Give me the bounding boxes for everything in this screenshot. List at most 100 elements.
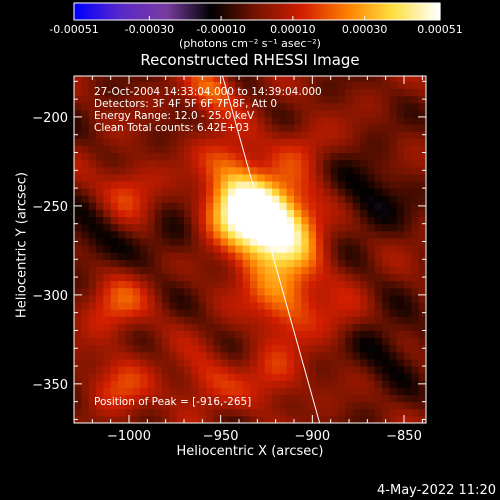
heatmap-cell (103, 138, 112, 146)
heatmap-cell (176, 280, 185, 289)
heatmap-cell (374, 252, 383, 260)
heatmap-cell (389, 237, 398, 246)
heatmap-cell (191, 159, 200, 168)
heatmap-cell (308, 188, 317, 196)
heatmap-cell (242, 373, 251, 381)
heatmap-cell (360, 294, 368, 303)
heatmap-cell (140, 152, 148, 161)
heatmap-cell (301, 266, 310, 275)
heatmap-cell (382, 159, 390, 168)
colorbar-segment (135, 3, 139, 20)
heatmap-cell (264, 337, 273, 346)
heatmap-cell (220, 124, 229, 132)
heatmap-cell (338, 109, 346, 118)
heatmap-cell (338, 415, 346, 423)
heatmap-cell (162, 88, 170, 97)
heatmap-cell (257, 323, 266, 331)
heatmap-cell (411, 188, 420, 196)
heatmap-cell (338, 180, 346, 189)
colorbar-segment (125, 3, 130, 20)
heatmap-cell (176, 202, 185, 210)
heatmap-cell (228, 76, 236, 82)
heatmap-cell (382, 102, 390, 111)
heatmap-cell (110, 408, 119, 417)
heatmap-cell (301, 301, 310, 310)
colorbar-tick-label: 0.00051 (417, 23, 463, 36)
heatmap-cell (140, 138, 148, 146)
heatmap-cell (338, 209, 346, 218)
heatmap-cell (169, 109, 178, 118)
heatmap-cell (88, 323, 97, 331)
heatmap-cell (154, 401, 163, 410)
heatmap-cell (125, 95, 134, 104)
heatmap-cell (235, 266, 244, 275)
heatmap-cell (360, 394, 368, 403)
heatmap-cell (184, 230, 192, 239)
heatmap-cell (162, 173, 170, 182)
heatmap-cell (330, 102, 339, 111)
heatmap-cell (228, 223, 236, 232)
heatmap-cell (279, 245, 288, 253)
heatmap-cell (323, 252, 332, 260)
heatmap-cell (301, 252, 310, 260)
heatmap-cell (294, 330, 302, 339)
heatmap-cell (242, 81, 251, 89)
heatmap-cell (316, 273, 324, 282)
heatmap-cell (228, 344, 236, 353)
heatmap-cell (154, 408, 163, 417)
heatmap-cell (125, 358, 134, 367)
heatmap-cell (235, 209, 244, 218)
heatmap-cell (96, 415, 104, 423)
heatmap-cell (162, 138, 170, 146)
heatmap-cell (250, 124, 258, 132)
heatmap-cell (206, 323, 214, 331)
heatmap-cell (235, 145, 244, 154)
heatmap-cell (220, 76, 229, 82)
heatmap-cell (162, 159, 170, 168)
heatmap-cell (162, 252, 170, 260)
heatmap-cell (330, 109, 339, 118)
heatmap-cell (74, 173, 82, 182)
heatmap-cell (294, 401, 302, 410)
heatmap-cell (198, 166, 207, 175)
heatmap-cell (118, 366, 126, 374)
heatmap-cell (257, 145, 266, 154)
heatmap-cell (132, 380, 141, 388)
heatmap-cell (235, 380, 244, 388)
heatmap-cell (140, 316, 148, 324)
heatmap-cell (191, 266, 200, 275)
heatmap-cell (396, 102, 405, 111)
heatmap-cell (147, 131, 156, 139)
heatmap-cell (404, 180, 412, 189)
heatmap-cell (125, 152, 134, 161)
heatmap-cell (184, 337, 192, 346)
heatmap-cell (367, 202, 376, 210)
heatmap-cell (184, 124, 192, 132)
heatmap-cell (147, 280, 156, 289)
heatmap-cell (411, 287, 420, 296)
heatmap-cell (338, 351, 346, 360)
heatmap-cell (191, 373, 200, 381)
heatmap-cell (279, 195, 288, 203)
heatmap-cell (162, 245, 170, 253)
heatmap-cell (74, 280, 82, 289)
heatmap-cell (367, 344, 376, 353)
heatmap-cell (147, 95, 156, 104)
heatmap-cell (96, 188, 104, 196)
heatmap-cell (374, 387, 383, 396)
heatmap-cell (264, 344, 273, 353)
heatmap-cell (154, 351, 163, 360)
heatmap-cell (213, 408, 222, 417)
heatmap-cell (382, 408, 390, 417)
heatmap-cell (213, 323, 222, 331)
heatmap-cell (147, 209, 156, 218)
heatmap-cell (140, 166, 148, 175)
heatmap-cell (110, 309, 119, 317)
heatmap-cell (162, 237, 170, 246)
heatmap-cell (250, 116, 258, 125)
heatmap-cell (382, 323, 390, 331)
heatmap-cell (411, 316, 420, 324)
heatmap-cell (140, 408, 148, 417)
heatmap-cell (220, 209, 229, 218)
heatmap-cell (88, 351, 97, 360)
